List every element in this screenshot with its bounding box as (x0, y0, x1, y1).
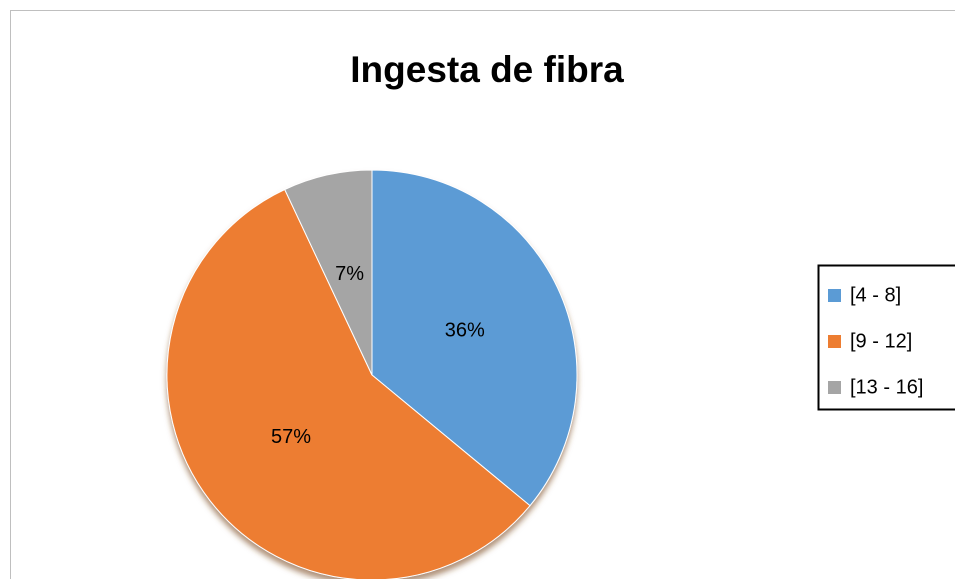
chart-title: Ingesta de fibra (350, 49, 624, 90)
legend-swatch (828, 289, 841, 302)
legend-label: [4 - 8] (850, 284, 901, 306)
legend-label: [9 - 12] (850, 330, 912, 352)
data-label: 36% (445, 320, 485, 342)
data-label: 7% (335, 263, 364, 285)
pie (167, 170, 577, 579)
legend-label: [13 - 16] (850, 376, 923, 398)
legend-swatch (828, 381, 841, 394)
data-label: 57% (271, 426, 311, 448)
legend-swatch (828, 335, 841, 348)
